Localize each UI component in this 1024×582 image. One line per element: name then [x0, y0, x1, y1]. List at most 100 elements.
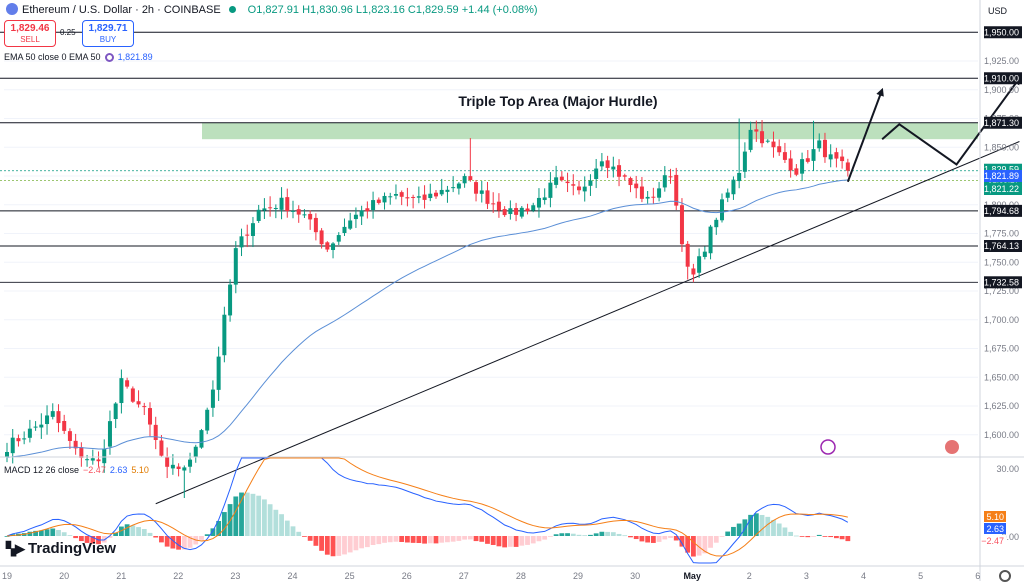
candle-body: [542, 197, 547, 201]
candle: [582, 176, 587, 202]
macd-hist-bar: [507, 536, 513, 547]
candle-body: [16, 438, 21, 442]
candle: [228, 279, 233, 322]
candle: [651, 187, 656, 204]
candle-body: [319, 230, 324, 245]
candle-body: [50, 411, 55, 417]
macd-legend[interactable]: MACD 12 26 close −2.47 2.63 5.10: [4, 465, 149, 475]
y-tick-label: 1,800.00: [984, 200, 1019, 210]
buy-button[interactable]: 1,829.71 BUY: [82, 20, 134, 47]
macd-hist-bar: [605, 531, 610, 536]
macd-hist-bar: [765, 516, 771, 536]
ema-value: 1,821.89: [117, 52, 153, 62]
candle: [239, 228, 244, 257]
macd-hist-bar: [845, 536, 851, 542]
candle-body: [525, 208, 530, 212]
macd-hist-bar: [702, 536, 708, 554]
candle: [113, 402, 118, 429]
candle-body: [382, 195, 387, 203]
candle-body: [548, 182, 553, 198]
y-tick-label: 1,700.00: [984, 315, 1019, 325]
level-badge-label: 1,950.00: [984, 27, 1019, 37]
candle: [182, 465, 187, 498]
candle: [62, 414, 67, 434]
macd-hist-bar: [101, 536, 107, 543]
price-grid: [4, 31, 978, 436]
candle: [291, 200, 295, 219]
candle-body: [296, 209, 301, 215]
x-tick-label: 24: [287, 571, 297, 581]
currency-selector[interactable]: USD: [988, 6, 1008, 16]
candle: [205, 407, 210, 435]
macd-hist-bar: [593, 533, 599, 536]
candle: [348, 212, 353, 230]
candle: [245, 224, 250, 248]
candle: [577, 180, 581, 195]
candle: [491, 192, 496, 213]
macd-hist-bar: [342, 536, 347, 555]
macd-hist-bar: [113, 532, 119, 536]
macd-hist-bar: [416, 536, 422, 544]
macd-y-tick: 0.00: [1001, 532, 1019, 542]
candle: [519, 205, 524, 219]
macd-hist-bar: [73, 536, 79, 539]
candle-body: [479, 190, 484, 194]
candle-body: [491, 203, 496, 205]
level-badge-label: 1,871.30: [984, 118, 1019, 128]
candle: [502, 206, 507, 217]
candle: [565, 172, 570, 193]
candle-body: [662, 175, 667, 188]
candle: [496, 193, 501, 218]
settings-gear-icon[interactable]: [999, 570, 1011, 582]
price-badge-label: 1,829.59: [984, 165, 1019, 175]
macd-hist-bar: [427, 536, 433, 544]
candle-body: [342, 226, 347, 234]
symbol-header[interactable]: Ethereum / U.S. Dollar · 2h · COINBASE O1…: [6, 3, 538, 16]
macd-hist-bar: [582, 535, 588, 537]
candle-body: [348, 220, 353, 229]
candle-body: [811, 149, 816, 161]
candle: [393, 184, 398, 200]
macd-hist-bar: [433, 536, 439, 544]
macd-hist-bar: [347, 536, 353, 553]
x-tick-label: 27: [459, 571, 469, 581]
macd-badge: [984, 511, 1006, 522]
tradingview-logo[interactable]: ▚▶ TradingView: [6, 540, 116, 557]
sell-button[interactable]: 1,829.46 SELL: [4, 20, 56, 47]
macd-hist-bar: [370, 536, 376, 545]
candle: [130, 386, 135, 403]
candle-body: [39, 424, 44, 428]
macd-hist-bar: [685, 536, 691, 553]
tradingview-logo-icon: ▚▶: [6, 541, 25, 556]
macd-hist-bar: [107, 536, 113, 538]
candle-body: [371, 200, 376, 210]
candle-body: [456, 183, 461, 189]
candle-body: [462, 176, 467, 184]
candle: [531, 202, 536, 213]
macd-hist-bar: [119, 526, 124, 536]
macd-hist-bar: [364, 536, 370, 548]
candle: [216, 346, 221, 401]
macd-hist-bar: [387, 536, 393, 543]
macd-hist-bar: [793, 535, 799, 537]
macd-hist-bar: [204, 534, 210, 536]
candle: [725, 188, 730, 203]
macd-hist-bar: [776, 523, 782, 536]
ema-legend[interactable]: EMA 50 close 0 EMA 50 1,821.89: [4, 52, 153, 62]
candle: [102, 439, 107, 473]
macd-hist-bar: [61, 532, 67, 536]
candle-body: [445, 189, 450, 192]
candle: [800, 152, 805, 182]
candle-body: [508, 208, 513, 215]
candle-body: [777, 146, 782, 153]
macd-hist-bar: [181, 536, 187, 550]
candle: [840, 149, 845, 169]
macd-hist-bar: [822, 536, 828, 537]
macd-hist-bar: [250, 493, 256, 536]
candle: [79, 442, 84, 467]
candle: [222, 306, 227, 363]
candle-body: [485, 190, 490, 204]
candle: [10, 428, 15, 464]
macd-hist-bar: [284, 520, 290, 536]
